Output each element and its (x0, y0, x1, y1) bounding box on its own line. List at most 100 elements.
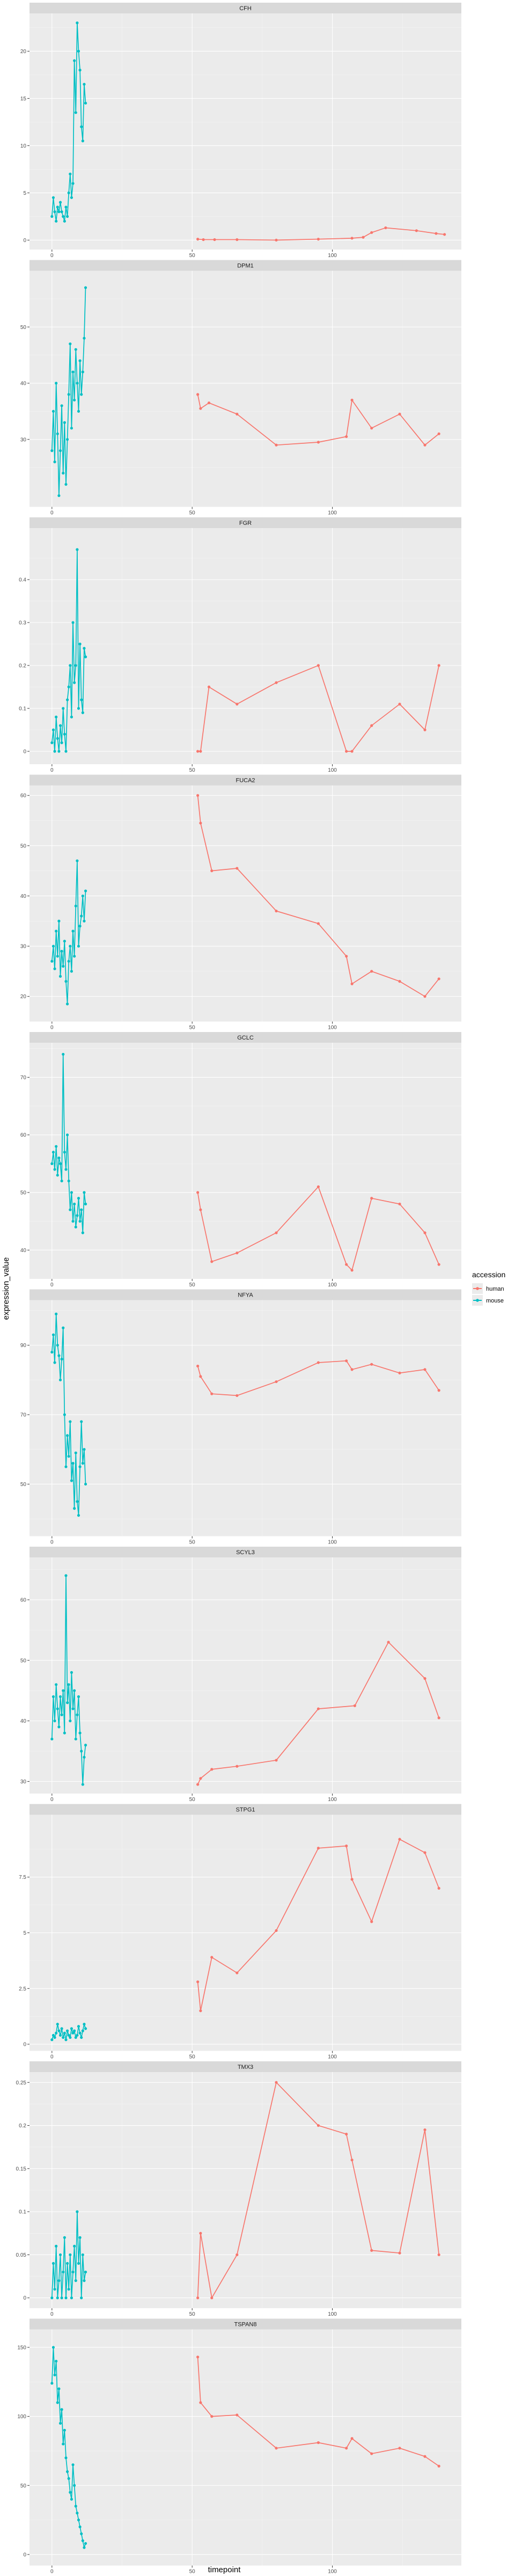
data-point-human (207, 401, 211, 405)
data-point-human (275, 2447, 278, 2450)
data-point-mouse (84, 2027, 87, 2030)
data-point-mouse (84, 101, 87, 105)
facet-strip-fgr (30, 517, 461, 528)
y-tick-label: 0.4 (19, 577, 26, 583)
data-point-human (275, 1929, 278, 1932)
data-point-mouse (73, 681, 76, 684)
data-point-mouse (64, 2038, 68, 2041)
data-point-human (398, 2251, 401, 2255)
data-point-human (210, 1956, 214, 1959)
data-point-mouse (83, 83, 86, 86)
data-point-human (236, 1971, 239, 1974)
x-tick-label: 100 (328, 2569, 337, 2575)
data-point-mouse (74, 1737, 77, 1741)
data-point-human (207, 685, 211, 689)
data-point-mouse (63, 1413, 66, 1416)
data-point-mouse (73, 2484, 76, 2487)
data-point-mouse (65, 1133, 69, 1137)
data-point-mouse (81, 370, 84, 374)
data-point-mouse (56, 1707, 59, 1710)
y-tick-label: 0.2 (19, 2123, 26, 2129)
facet-title-nfya: NFYA (238, 1292, 253, 1299)
series-line-human (197, 795, 439, 997)
data-point-mouse (74, 348, 77, 351)
x-tick-label: 0 (50, 1540, 54, 1546)
data-point-mouse (62, 964, 65, 968)
y-tick-label: 70 (20, 1413, 27, 1418)
data-point-human (437, 2253, 440, 2257)
data-point-human (423, 728, 426, 731)
legend: accession human mouse (472, 1270, 505, 1306)
data-point-mouse (67, 1683, 70, 1686)
data-point-mouse (73, 955, 76, 958)
y-tick-label: 0.05 (16, 2252, 27, 2258)
data-point-mouse (80, 914, 83, 918)
data-point-mouse (73, 1507, 76, 1510)
data-point-human (196, 2355, 200, 2359)
data-point-mouse (70, 970, 73, 973)
data-point-mouse (70, 2296, 73, 2300)
data-point-mouse (78, 1731, 82, 1735)
data-point-mouse (77, 2262, 80, 2265)
data-point-mouse (84, 1744, 87, 1747)
data-point-human (350, 1878, 354, 1881)
data-point-mouse (84, 1202, 87, 1206)
data-point-human (370, 2249, 373, 2252)
y-tick-label: 30 (20, 944, 27, 950)
data-point-human (423, 995, 426, 998)
data-point-mouse (62, 2036, 65, 2039)
data-point-mouse (56, 955, 59, 958)
data-point-human (345, 435, 348, 438)
data-point-mouse (62, 215, 65, 218)
data-point-mouse (56, 2023, 59, 2026)
y-tick-label: 0 (23, 749, 26, 755)
data-point-mouse (80, 2296, 83, 2300)
facet-strip-tmx3 (30, 2061, 461, 2072)
data-point-human (423, 1368, 426, 1371)
data-point-mouse (69, 2036, 72, 2039)
data-point-human (423, 2455, 426, 2458)
data-point-human (196, 1364, 200, 1368)
data-point-mouse (76, 2033, 79, 2037)
panel-dpm1: DPM1 0 50 100 30 40 50 (20, 260, 461, 516)
data-point-mouse (57, 750, 61, 753)
data-point-mouse (76, 859, 79, 862)
data-point-mouse (70, 1671, 73, 1674)
data-point-human (317, 238, 320, 241)
data-point-mouse (74, 1451, 77, 1454)
data-point-mouse (56, 1174, 59, 1177)
data-point-mouse (53, 2036, 56, 2039)
data-point-mouse (67, 1179, 70, 1183)
data-point-mouse (80, 2532, 83, 2535)
data-point-human (317, 664, 320, 667)
y-tick-label: 100 (17, 2414, 26, 2420)
data-point-mouse (53, 1361, 56, 1364)
y-tick-label: 0.1 (19, 2209, 26, 2215)
data-point-human (398, 702, 401, 706)
data-point-mouse (84, 2270, 87, 2274)
data-point-mouse (50, 1162, 54, 1165)
data-point-mouse (65, 1002, 69, 1006)
data-point-human (370, 427, 373, 430)
data-point-human (199, 1777, 202, 1780)
x-tick-label: 50 (189, 2569, 196, 2575)
data-point-mouse (70, 427, 73, 430)
x-tick-label: 50 (189, 1540, 196, 1546)
data-point-human (423, 1851, 426, 1854)
data-point-human (199, 822, 202, 825)
y-tick-label: 10 (20, 143, 27, 149)
y-tick-label: 50 (20, 325, 27, 331)
data-point-mouse (77, 707, 80, 710)
data-point-mouse (58, 2421, 62, 2425)
data-point-mouse (62, 1052, 65, 1056)
data-point-mouse (50, 215, 54, 218)
data-point-mouse (53, 460, 56, 464)
data-point-mouse (77, 945, 80, 948)
data-point-mouse (71, 1707, 75, 1710)
data-point-mouse (83, 2023, 86, 2026)
data-point-human (317, 1847, 320, 1850)
facet-strip-scyl3 (30, 1547, 461, 1557)
data-point-human (202, 238, 205, 241)
data-point-mouse (62, 707, 65, 710)
data-point-human (275, 238, 278, 241)
